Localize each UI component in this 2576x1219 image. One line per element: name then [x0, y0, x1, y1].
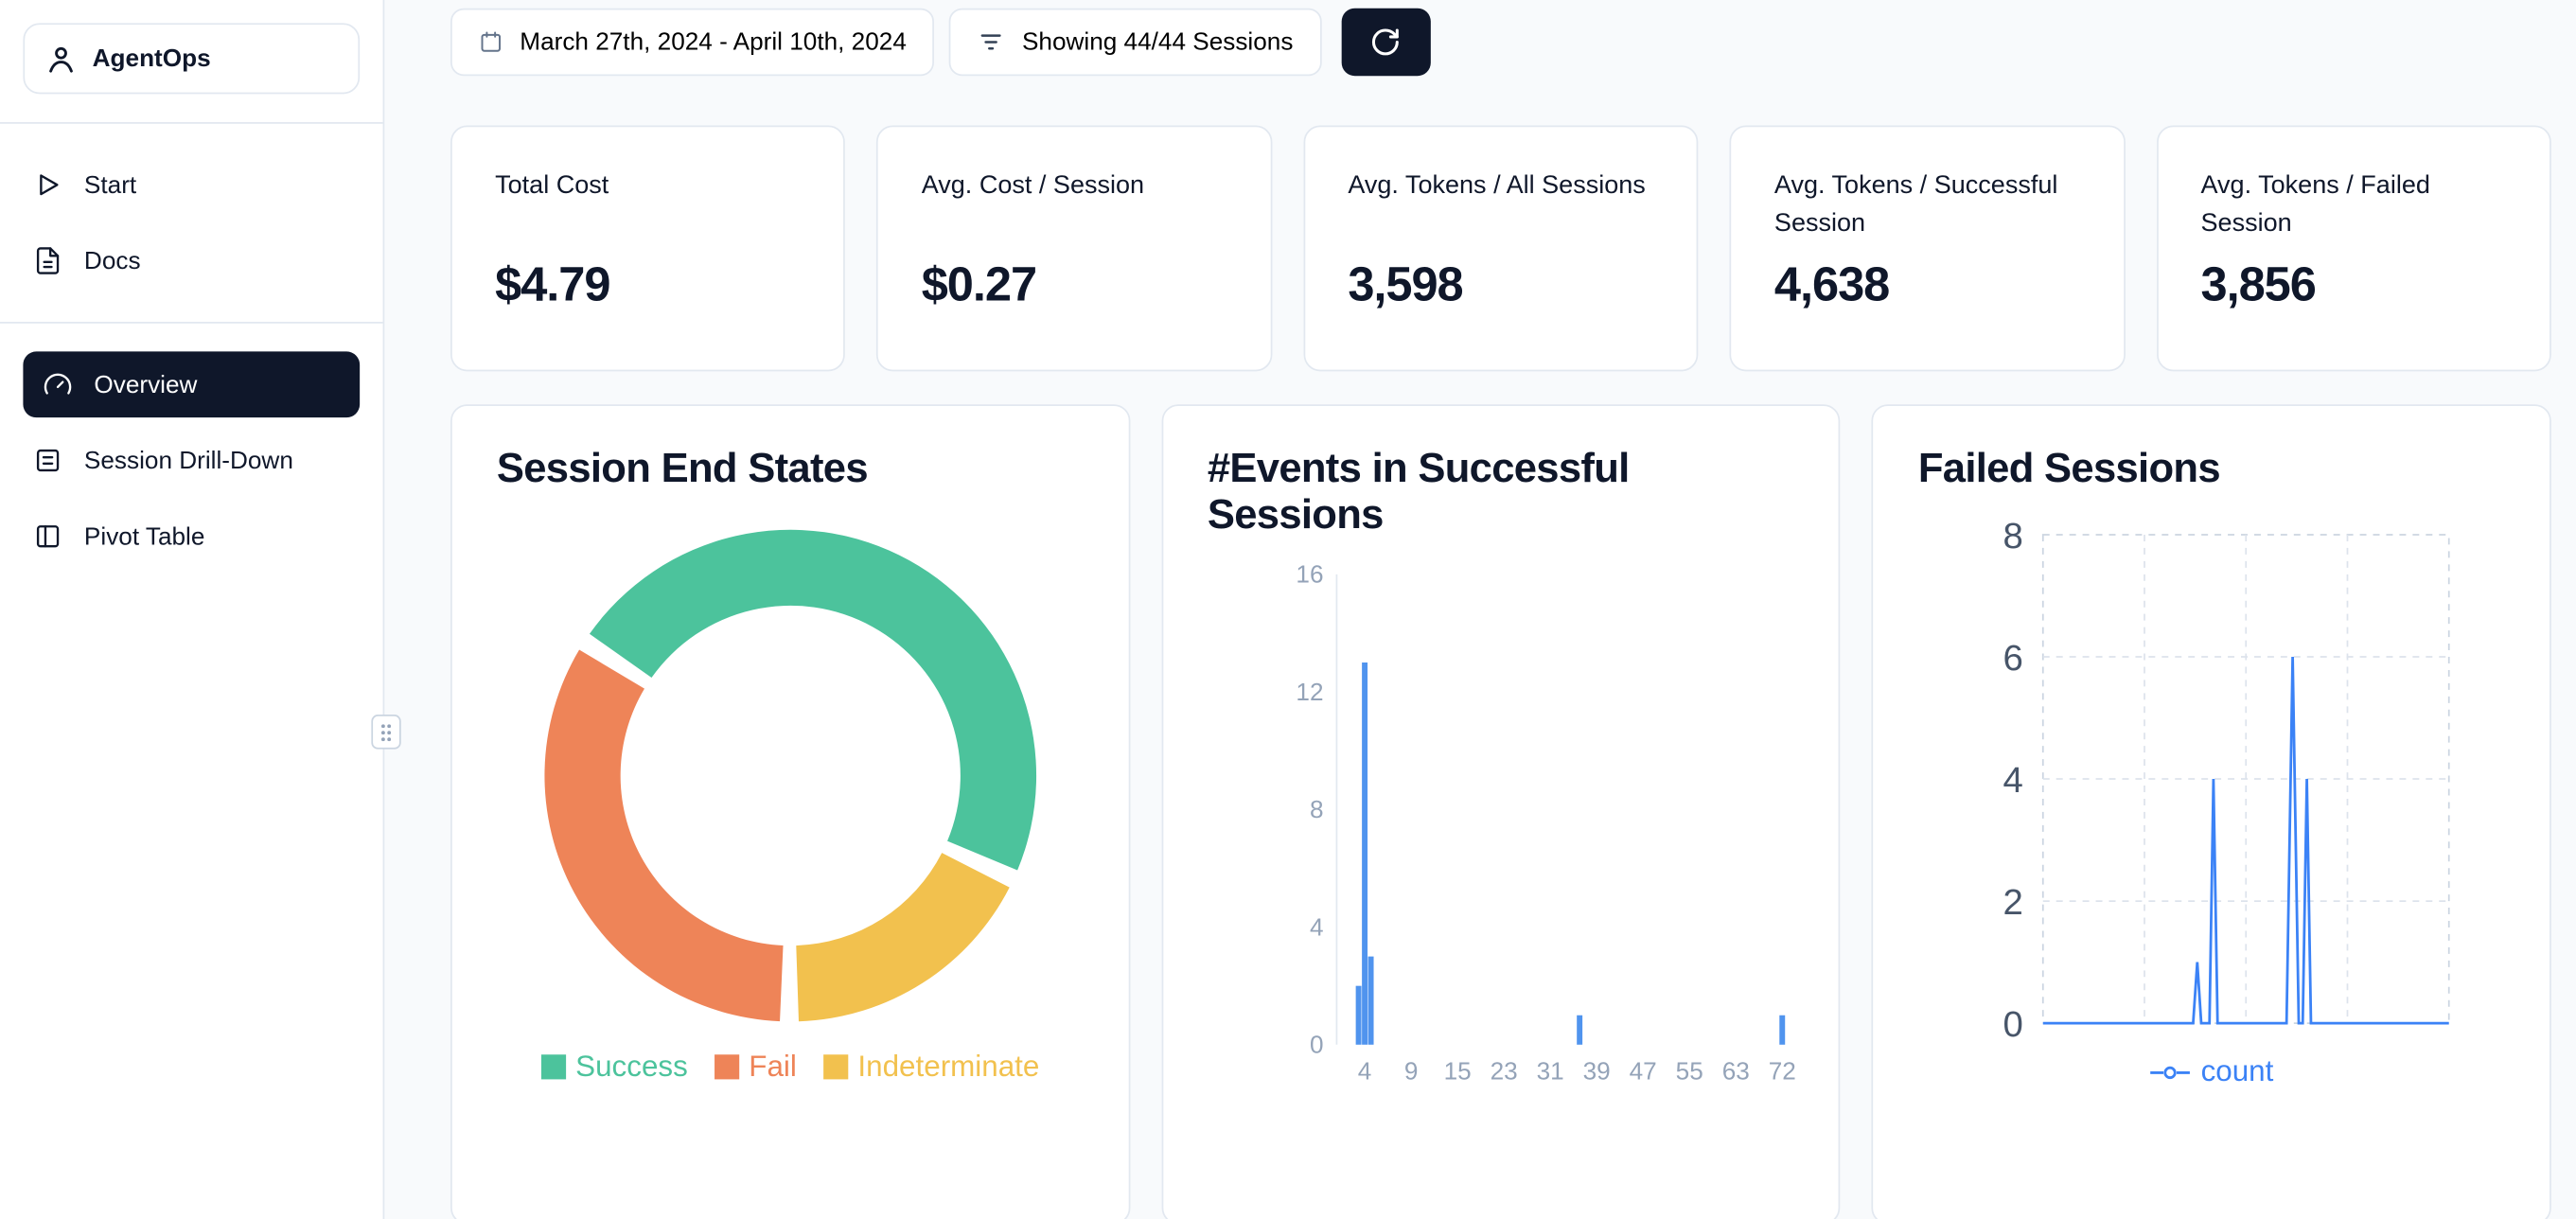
failed-chart-wrap: 0 2 4 6 8	[1918, 515, 2505, 1048]
play-icon	[40, 174, 59, 196]
svg-text:4: 4	[1357, 1056, 1371, 1085]
sidebar: AgentOps Start Docs	[0, 0, 385, 1219]
agentops-logo-icon	[49, 45, 73, 72]
svg-text:4: 4	[2003, 760, 2023, 801]
chart-title: Failed Sessions	[1917, 445, 2221, 492]
svg-text:6: 6	[2003, 638, 2023, 679]
events-chart-wrap: 0 4 8 12 16 4 9 15 23 31 39 47 55 63 72	[1208, 557, 1795, 1110]
filter-icon	[981, 34, 1002, 50]
svg-text:4: 4	[1309, 912, 1323, 941]
svg-text:15: 15	[1443, 1056, 1471, 1085]
gauge-icon	[44, 373, 72, 395]
legend-label: Fail	[749, 1050, 797, 1083]
svg-text:39: 39	[1582, 1056, 1610, 1085]
date-range-button[interactable]: March 27th, 2024 - April 10th, 2024	[450, 8, 935, 77]
legend-label: Indeterminate	[857, 1050, 1040, 1083]
session-end-states-card: Session End States Success Fail	[450, 404, 1130, 1219]
legend-swatch	[822, 1054, 848, 1080]
stat-label: Avg. Cost / Session	[921, 171, 1145, 200]
sidebar-item-label: Pivot Table	[83, 521, 205, 551]
pivot-table-icon	[36, 525, 60, 548]
legend-label: Success	[575, 1050, 688, 1083]
stats-row: Total Cost $4.79 Avg. Cost / Session $0.…	[450, 125, 2551, 372]
stat-label: Avg. Tokens / Failed Session	[2200, 171, 2430, 238]
svg-text:8: 8	[2003, 516, 2023, 556]
sidebar-divider	[0, 322, 383, 324]
sidebar-primary-nav: Start Docs	[0, 124, 383, 322]
docs-icon	[36, 247, 60, 274]
stat-card-avg-tokens-all: Avg. Tokens / All Sessions 3,598	[1303, 125, 1699, 372]
sidebar-item-label: Docs	[83, 246, 141, 275]
svg-text:9: 9	[1403, 1056, 1418, 1085]
sidebar-item-label: Session Drill-Down	[83, 446, 293, 475]
legend-label: count	[2200, 1054, 2274, 1088]
stat-value: 3,856	[2200, 258, 2317, 312]
svg-text:47: 47	[1629, 1056, 1656, 1085]
svg-text:55: 55	[1675, 1056, 1703, 1085]
charts-row: Session End States Success Fail	[450, 404, 2551, 1219]
sidebar-secondary-nav: Overview Session Drill-Down Pivot Table	[0, 324, 383, 597]
stat-card-total-cost: Total Cost $4.79	[450, 125, 846, 372]
sidebar-item-label: Start	[83, 170, 137, 200]
sidebar-item-overview[interactable]: Overview	[23, 351, 361, 418]
sidebar-item-session-drill-down[interactable]: Session Drill-Down	[0, 422, 383, 498]
sessions-filter-button[interactable]: Showing 44/44 Sessions	[949, 8, 1322, 77]
stat-label: Avg. Tokens / Successful Session	[1773, 171, 2058, 238]
legend-swatch	[714, 1054, 739, 1080]
stat-value: $4.79	[495, 258, 610, 312]
donut-legend: Success Fail Indeterminate	[497, 1050, 1084, 1085]
sidebar-resize-handle[interactable]	[371, 715, 401, 750]
chart-title: Session End States	[496, 445, 869, 492]
date-range-label: March 27th, 2024 - April 10th, 2024	[520, 27, 907, 57]
line-legend-count[interactable]: count	[1918, 1054, 2505, 1089]
refresh-icon	[1372, 28, 1400, 56]
stat-value: 3,598	[1348, 258, 1463, 312]
sidebar-divider	[0, 122, 383, 124]
svg-text:16: 16	[1296, 560, 1323, 589]
app-name: AgentOps	[92, 44, 211, 73]
stat-label: Avg. Tokens / All Sessions	[1348, 171, 1646, 200]
refresh-button[interactable]	[1340, 8, 1431, 77]
sidebar-item-start[interactable]: Start	[0, 147, 383, 222]
legend-swatch	[540, 1054, 566, 1080]
sidebar-item-docs[interactable]: Docs	[0, 222, 383, 298]
grip-icon	[380, 723, 392, 741]
main-content: March 27th, 2024 - April 10th, 2024 Show…	[384, 0, 2576, 1219]
svg-text:72: 72	[1768, 1056, 1795, 1085]
svg-text:31: 31	[1536, 1056, 1563, 1085]
svg-text:12: 12	[1296, 678, 1323, 706]
legend-item-fail[interactable]: Fail	[714, 1050, 797, 1085]
sidebar-item-label: Overview	[94, 370, 198, 399]
logo[interactable]: AgentOps	[23, 23, 361, 95]
calendar-icon	[481, 31, 502, 52]
stat-card-avg-tokens-successful: Avg. Tokens / Successful Session 4,638	[1729, 125, 2126, 372]
donut-chart-wrap	[497, 528, 1084, 1023]
stat-label: Total Cost	[495, 171, 609, 200]
svg-text:23: 23	[1490, 1056, 1517, 1085]
svg-text:0: 0	[1309, 1031, 1323, 1059]
legend-item-success[interactable]: Success	[540, 1050, 688, 1085]
svg-text:2: 2	[2003, 882, 2023, 923]
session-list-icon	[36, 449, 60, 472]
events-histogram-card: #Events in Successful Sessions 0 4 8 12 16 4 9…	[1161, 404, 1841, 1219]
topbar: March 27th, 2024 - April 10th, 2024 Show…	[450, 8, 2551, 77]
sessions-filter-label: Showing 44/44 Sessions	[1021, 27, 1294, 57]
stat-card-avg-cost-session: Avg. Cost / Session $0.27	[876, 125, 1273, 372]
events-bar-chart: 0 4 8 12 16 4 9 15 23 31 39 47 55 63 72	[1296, 560, 1795, 1086]
line-series-icon	[2149, 1065, 2190, 1079]
failed-sessions-card: Failed Sessions 0 2 4 6 8 count	[1872, 404, 2551, 1219]
svg-text:0: 0	[2003, 1004, 2023, 1039]
legend-item-indeterminate[interactable]: Indeterminate	[822, 1050, 1040, 1085]
stat-value: $0.27	[921, 258, 1037, 312]
svg-text:8: 8	[1309, 795, 1323, 823]
svg-text:63: 63	[1721, 1056, 1749, 1085]
stat-card-avg-tokens-failed: Avg. Tokens / Failed Session 3,856	[2156, 125, 2551, 372]
chart-title: #Events in Successful Sessions	[1207, 445, 1630, 539]
session-end-states-donut	[544, 529, 1036, 1022]
failed-sessions-line-chart: 0 2 4 6 8	[2003, 516, 2451, 1045]
stat-value: 4,638	[1773, 258, 1890, 312]
sidebar-item-pivot-table[interactable]: Pivot Table	[0, 499, 383, 574]
